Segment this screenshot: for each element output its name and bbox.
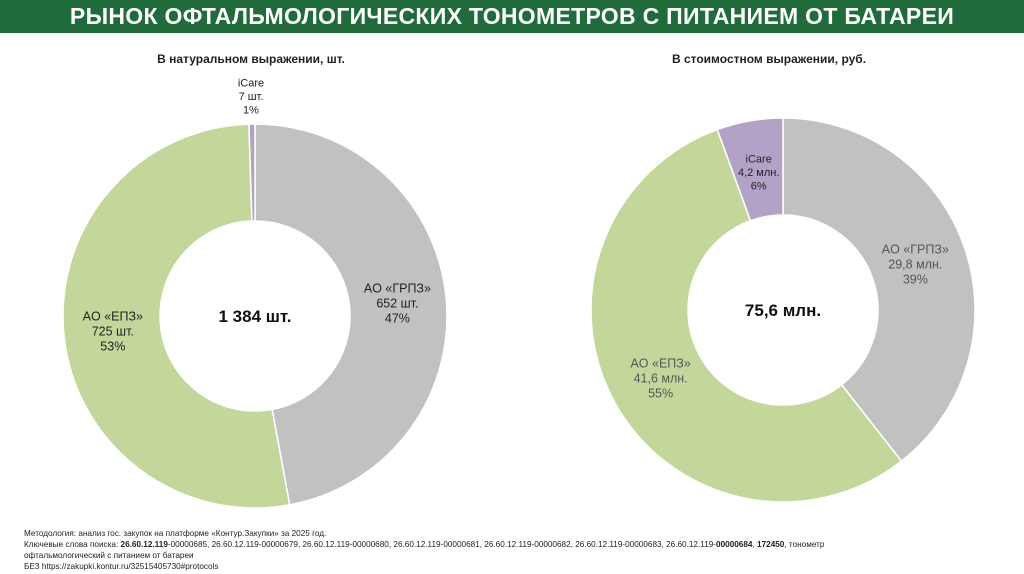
- source-link[interactable]: БЕЗ https://zakupki.kontur.ru/3251540573…: [24, 562, 219, 571]
- chart2-total-label: 75,6 млн.: [745, 301, 821, 320]
- keywords-line-2: офтальмологический с питанием от батареи: [24, 551, 194, 560]
- chart2-label-grpz: AO «ГРПЗ»29,8 млн.39%: [882, 243, 949, 287]
- chart2-label-icare: iCare 4,2 млн.6%: [738, 153, 779, 192]
- slice-name: AO «ГРПЗ»: [364, 281, 431, 295]
- slice-name: AO «ЕПЗ»: [83, 310, 143, 324]
- keywords-tail: , тонометр: [784, 540, 825, 549]
- slice-value: 4,2 млн.: [738, 167, 779, 179]
- keywords-line: Ключевые слова поиска: 26.60.12.119-0000…: [24, 539, 1004, 550]
- chart-title-units: В натуральном выражении, шт.: [157, 52, 345, 66]
- slice-name: AO «ЕПЗ»: [630, 356, 690, 370]
- keywords-code-3: 172450: [757, 540, 785, 549]
- footer-notes: Методология: анализ гос. закупок на плат…: [24, 528, 1004, 572]
- chart2-slice-epz: [590, 128, 903, 503]
- chart-title-value: В стоимостном выражении, руб.: [671, 52, 867, 66]
- slice-percent: 1%: [243, 104, 259, 116]
- chart1-label-icare: iCare 7 шт.1%: [238, 77, 264, 116]
- slice-value: 7 шт.: [239, 91, 264, 103]
- chart1-total-label: 1 384 шт.: [219, 307, 292, 326]
- keywords-prefix: Ключевые слова поиска:: [24, 540, 119, 549]
- slice-percent: 39%: [903, 273, 928, 287]
- chart1-slice-grpz: [254, 123, 448, 506]
- chart1-slice-epz: [62, 123, 291, 509]
- slice-percent: 55%: [648, 386, 673, 400]
- slice-name: iCare: [238, 77, 264, 89]
- methodology-note: Методология: анализ гос. закупок на плат…: [24, 529, 327, 538]
- chart2-slice-icare: [716, 117, 784, 222]
- keywords-code-2: 00000684: [716, 540, 753, 549]
- chart1-label-epz: AO «ЕПЗ»725 шт.53%: [83, 310, 143, 354]
- chart2-label-epz: AO «ЕПЗ»41,6 млн.55%: [630, 356, 690, 400]
- slice-value: 41,6 млн.: [634, 371, 688, 385]
- chart1-slice-icare: [248, 123, 256, 222]
- slice-value: 652 шт.: [376, 296, 418, 310]
- keywords-code-1: 26.60.12.119: [120, 540, 168, 549]
- slice-name: iCare: [746, 153, 772, 165]
- chart1-label-grpz: AO «ГРПЗ»652 шт.47%: [364, 281, 431, 325]
- keywords-codes: -00000685, 26.60.12.119-00000679, 26.60.…: [167, 540, 717, 549]
- slice-percent: 6%: [751, 180, 767, 192]
- keywords-sep: ,: [752, 540, 755, 549]
- slice-value: 725 шт.: [92, 325, 134, 339]
- slice-percent: 47%: [385, 311, 410, 325]
- page-title: РЫНОК ОФТАЛЬМОЛОГИЧЕСКИХ ТОНОМЕТРОВ С ПИ…: [69, 3, 955, 29]
- header-bar: РЫНОК ОФТАЛЬМОЛОГИЧЕСКИХ ТОНОМЕТРОВ С ПИ…: [0, 0, 1024, 33]
- slice-percent: 53%: [100, 340, 125, 354]
- slice-value: 29,8 млн.: [888, 258, 942, 272]
- chart2-slice-grpz: [782, 117, 976, 463]
- slice-name: AO «ГРПЗ»: [882, 243, 949, 257]
